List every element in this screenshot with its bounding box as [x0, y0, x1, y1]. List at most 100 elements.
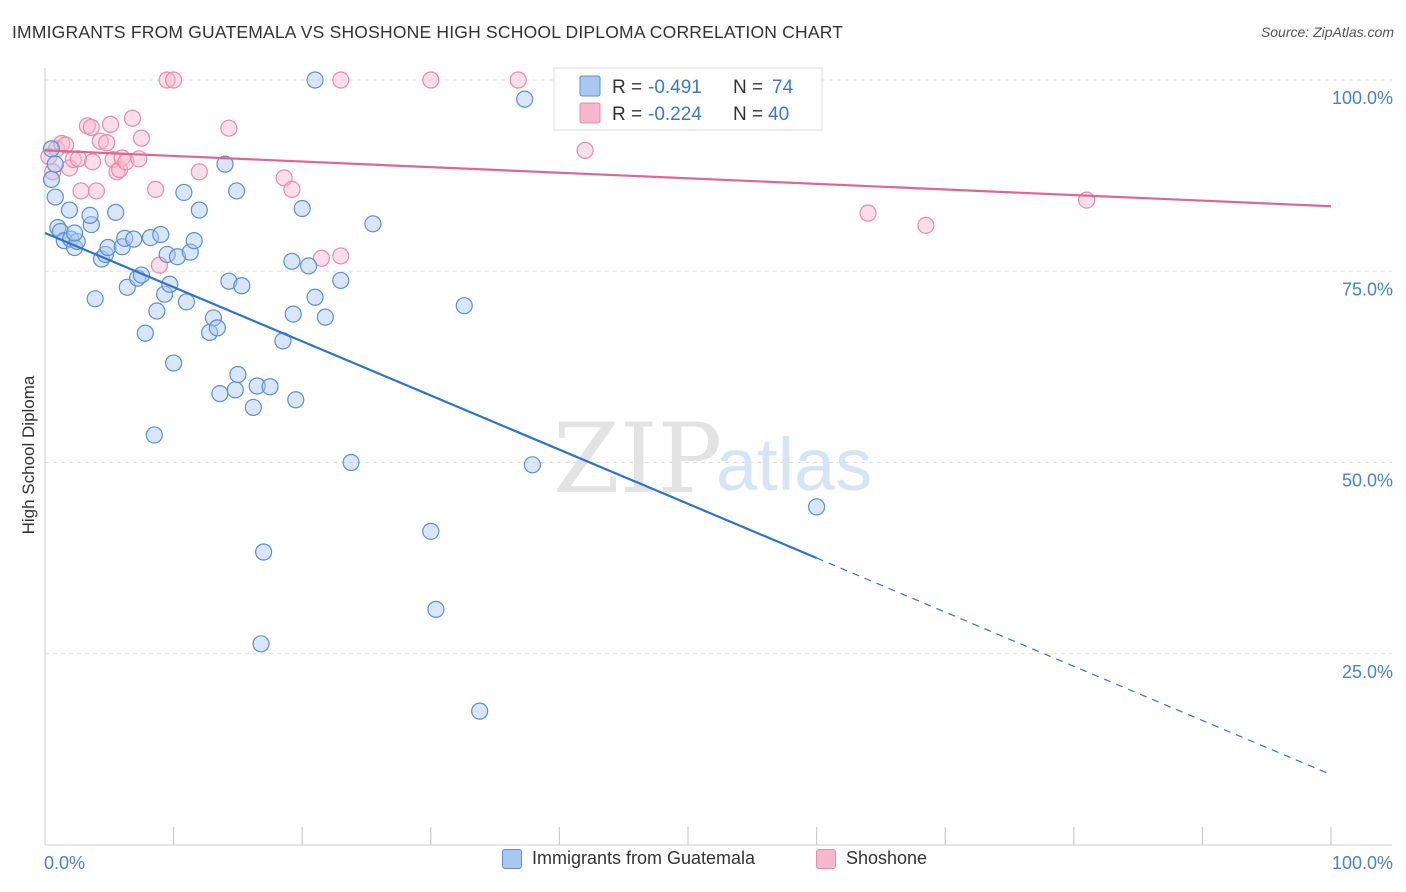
guatemala-point — [168, 248, 187, 266]
guatemala-point — [141, 228, 160, 247]
legend-r-value-1: -0.491 — [648, 77, 702, 98]
guatemala-point — [81, 206, 99, 225]
legend-label-shoshone: Shoshone — [846, 848, 928, 868]
guatemala-point — [252, 635, 270, 653]
guatemala-point — [427, 600, 445, 618]
guatemala-point — [42, 140, 61, 158]
guatemala-point — [145, 426, 163, 444]
watermark: ZIP atlas — [553, 403, 872, 515]
guatemala-point — [190, 201, 208, 219]
shoshone-point — [83, 153, 102, 171]
guatemala-point — [177, 293, 196, 311]
guatemala-point — [175, 183, 193, 202]
y-tick-labels: 25.0% 50.0% 75.0% 100.0% — [1332, 88, 1393, 682]
legend-swatch-pink — [579, 102, 601, 124]
guatemala-point — [86, 290, 104, 308]
guatemala-point — [283, 252, 301, 270]
shoshone-point — [576, 141, 594, 159]
shoshone-point — [91, 132, 109, 150]
legend-item-guatemala[interactable]: Immigrants from Guatemala — [502, 848, 755, 869]
chart-title: IMMIGRANTS FROM GUATEMALA VS SHOSHONE HI… — [12, 22, 844, 42]
guatemala-point — [60, 201, 79, 219]
guatemala-point — [226, 381, 244, 399]
legend-item-shoshone[interactable]: Shoshone — [816, 848, 927, 869]
guatemala-point — [287, 391, 305, 409]
grid-lines — [45, 79, 1392, 655]
legend-n-label-1: N = — [733, 77, 763, 98]
shoshone-point — [132, 129, 151, 147]
shoshone-trend-line — [44, 149, 1332, 208]
y-tick-label: 100.0% — [1332, 88, 1393, 108]
guatemala-point — [158, 245, 176, 264]
legend-r-label-1: R = — [612, 77, 642, 98]
guatemala-point — [523, 456, 541, 474]
shoshone-point — [101, 115, 120, 133]
guatemala-point — [208, 319, 226, 337]
guatemala-point — [244, 398, 262, 417]
y-axis-label: High School Diploma — [19, 375, 38, 534]
shoshone-point — [332, 247, 350, 265]
shoshone-point — [422, 71, 440, 89]
guatemala-point — [42, 170, 61, 189]
guatemala-point — [116, 229, 134, 247]
guatemala-point — [255, 543, 273, 561]
guatemala-points — [42, 71, 826, 720]
shoshone-point — [123, 109, 142, 127]
guatemala-point — [46, 155, 64, 173]
shoshone-point — [146, 180, 165, 198]
guatemala-point — [211, 385, 229, 403]
guatemala-point — [107, 203, 125, 221]
guatemala-point — [148, 302, 166, 320]
guatemala-point — [284, 305, 302, 323]
guatemala-point — [216, 155, 234, 173]
guatemala-point — [306, 71, 324, 89]
legend-swatch-shoshone — [816, 848, 836, 869]
shoshone-point — [87, 182, 106, 200]
legend-stats: R = -0.491 N = 74 R = -0.224 N = 40 — [553, 67, 823, 131]
legend-r-label-2: R = — [612, 104, 642, 125]
legend-n-value-2: 40 — [768, 104, 789, 125]
guatemala-point — [261, 378, 279, 396]
shoshone-point — [190, 163, 208, 181]
legend-n-label-2: N = — [733, 104, 763, 125]
source-value[interactable]: ZipAtlas.com — [1313, 24, 1394, 40]
shoshone-point — [283, 180, 301, 198]
guatemala-point — [364, 215, 382, 233]
legend-swatch-guatemala — [502, 848, 522, 869]
guatemala-point — [204, 309, 223, 327]
guatemala-point — [293, 199, 311, 218]
guatemala-point — [471, 702, 489, 720]
shoshone-point — [69, 150, 88, 168]
source-label: Source: — [1260, 24, 1310, 40]
guatemala-point — [422, 522, 440, 540]
shoshone-points — [40, 71, 1096, 274]
shoshone-point — [98, 134, 116, 152]
shoshone-point — [82, 118, 100, 137]
y-tick-label: 75.0% — [1342, 279, 1393, 299]
guatemala-point — [233, 277, 251, 295]
shoshone-point — [312, 249, 331, 267]
shoshone-point — [165, 71, 183, 89]
legend-n-value-1: 74 — [772, 77, 794, 98]
x-tick-label: 0.0% — [44, 853, 85, 873]
shoshone-point — [60, 159, 79, 177]
guatemala-point — [99, 238, 117, 257]
shoshone-point — [56, 136, 75, 154]
guatemala-point — [152, 225, 170, 244]
watermark-zip: ZIP — [553, 403, 722, 515]
y-tick-label: 25.0% — [1342, 662, 1393, 682]
guatemala-point — [300, 257, 318, 275]
trend-lines — [44, 149, 1332, 776]
shoshone-point — [917, 216, 935, 234]
shoshone-point — [220, 119, 238, 137]
guatemala-point — [136, 324, 154, 342]
guatemala-point — [229, 365, 247, 384]
x-tick-label: 100.0% — [1332, 853, 1393, 873]
guatemala-trend-line — [44, 231, 818, 559]
shoshone-point — [158, 71, 176, 89]
watermark-atlas: atlas — [716, 423, 872, 506]
y-tick-label: 50.0% — [1342, 471, 1393, 491]
guatemala-point — [516, 90, 534, 108]
legend-r-value-2: -0.224 — [648, 104, 702, 125]
